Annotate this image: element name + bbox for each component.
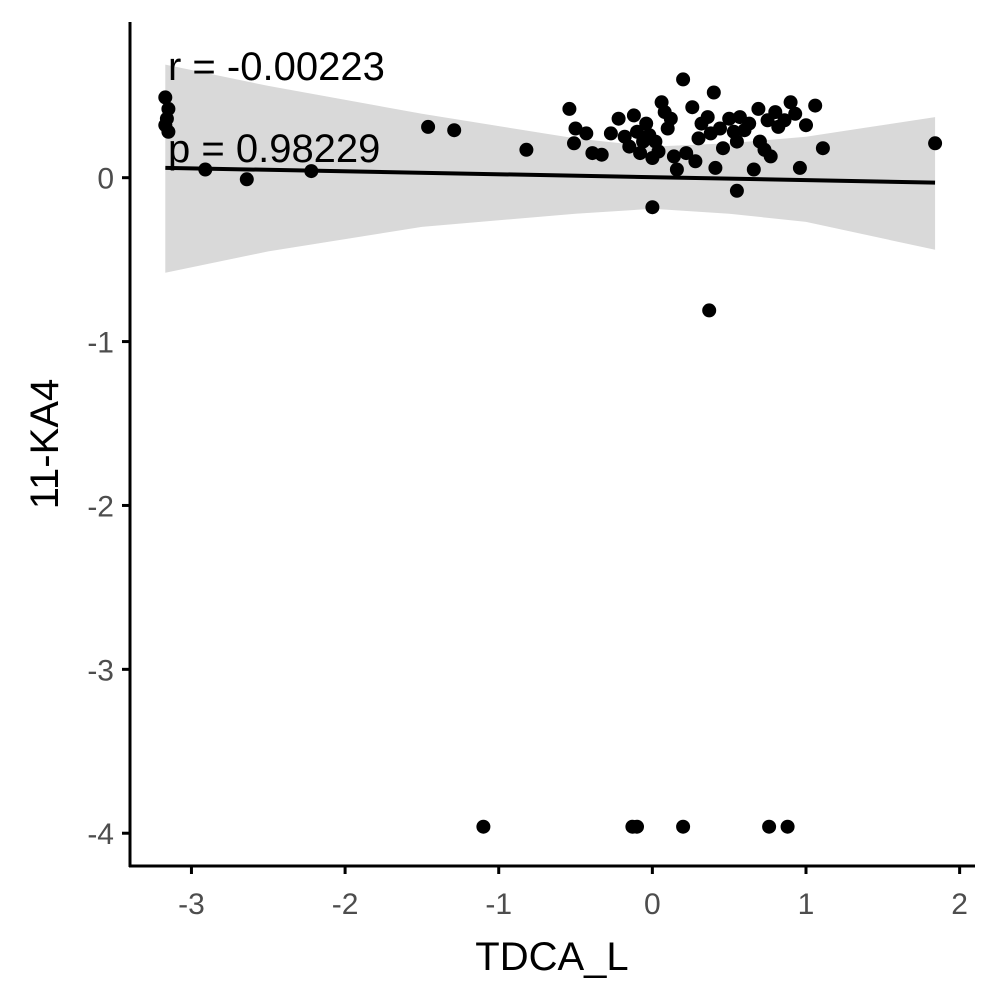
data-point <box>792 160 807 175</box>
data-point <box>476 819 491 834</box>
data-point <box>622 139 637 154</box>
confidence-band-layer <box>165 64 936 273</box>
data-point <box>751 101 766 116</box>
data-point <box>651 144 666 159</box>
data-point <box>239 172 254 187</box>
data-point <box>780 819 795 834</box>
data-point <box>742 116 757 131</box>
tick-labels-layer: -3 -2 -1 0 1 2 0 -1 -2 -3 -4 <box>87 163 968 921</box>
regression-line <box>165 165 936 185</box>
regression-line-layer <box>165 165 936 185</box>
data-point <box>688 154 703 169</box>
data-point <box>777 113 792 128</box>
x-tick-label: -3 <box>178 888 205 921</box>
data-point <box>666 149 681 164</box>
x-tick-label: 2 <box>951 888 968 921</box>
data-point <box>568 121 583 136</box>
data-point <box>421 119 436 134</box>
data-point <box>158 90 173 105</box>
data-point <box>676 72 691 87</box>
data-point <box>626 108 641 123</box>
y-axis-title: 11-KA4 <box>23 379 67 509</box>
data-point <box>788 106 803 121</box>
data-point <box>783 95 798 110</box>
data-point <box>519 142 534 157</box>
data-point <box>700 110 715 125</box>
data-point <box>562 101 577 116</box>
data-point <box>815 141 830 156</box>
data-point <box>685 100 700 115</box>
data-point <box>729 134 744 149</box>
data-point <box>447 123 462 138</box>
data-point <box>706 85 721 100</box>
y-tick-label: -3 <box>87 654 114 687</box>
data-point <box>198 162 213 177</box>
data-point <box>645 200 660 215</box>
data-point <box>676 819 691 834</box>
data-point <box>722 111 737 126</box>
y-tick-label: -4 <box>87 818 114 851</box>
axes-layer <box>122 22 975 874</box>
data-point <box>716 141 730 156</box>
p-value-annotation: p = 0.98229 <box>168 127 380 171</box>
data-point <box>691 131 706 146</box>
data-point <box>763 149 778 164</box>
data-point <box>729 183 744 198</box>
y-tick-label: -2 <box>87 490 114 523</box>
data-point <box>768 105 783 120</box>
y-tick-label: -1 <box>87 327 114 360</box>
data-point <box>567 136 581 151</box>
data-point <box>702 303 717 318</box>
data-point <box>633 146 648 161</box>
x-tick-label: 1 <box>798 888 815 921</box>
data-point <box>161 124 176 139</box>
x-axis-title: TDCA_L <box>475 935 628 979</box>
data-point <box>630 819 644 834</box>
data-point <box>639 116 654 131</box>
data-point <box>304 164 319 179</box>
data-point <box>663 111 678 126</box>
data-point <box>603 126 618 141</box>
y-tick-label: 0 <box>97 163 114 196</box>
x-tick-label: -2 <box>332 888 359 921</box>
data-point <box>594 147 609 162</box>
x-tick-label: -1 <box>485 888 512 921</box>
data-point <box>708 160 723 175</box>
data-point <box>713 121 727 136</box>
data-point <box>669 162 684 177</box>
correlation-r-annotation: r = -0.00223 <box>168 45 385 89</box>
data-point <box>928 136 943 151</box>
x-tick-label: 0 <box>644 888 661 921</box>
data-point <box>679 146 694 161</box>
data-point <box>579 126 594 141</box>
data-point <box>762 819 777 834</box>
data-point <box>746 162 761 177</box>
data-point <box>611 111 626 126</box>
data-points-layer <box>158 72 943 834</box>
data-point <box>808 98 823 113</box>
confidence-band <box>165 64 936 273</box>
data-point <box>799 118 813 133</box>
